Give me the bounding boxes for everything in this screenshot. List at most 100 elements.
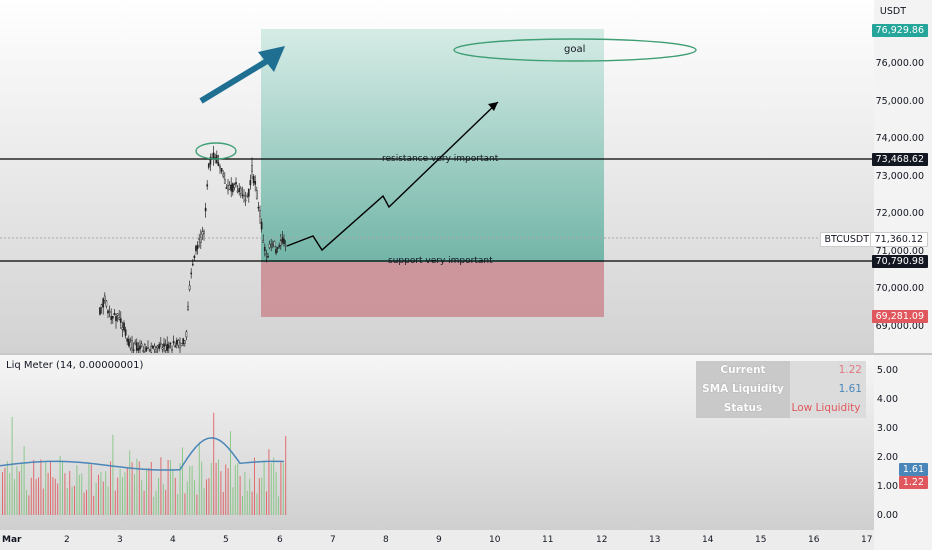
liq-bar [88, 464, 90, 515]
liq-bar [158, 478, 159, 515]
currency-label[interactable]: USDT [879, 6, 906, 17]
liq-bar [172, 468, 174, 515]
table-row: Status Low Liquidity [696, 399, 866, 418]
liq-bar [246, 490, 248, 515]
liq-bar [170, 460, 171, 515]
liq-bar [234, 464, 236, 515]
candle-body [199, 236, 202, 243]
candle-body [241, 194, 244, 196]
liq-bar [100, 471, 102, 515]
candle-body [209, 157, 212, 165]
liq-bar [119, 468, 121, 515]
liq-bar [194, 479, 195, 515]
liq-bar [184, 493, 186, 515]
candle-body [207, 163, 210, 168]
liq-bar [110, 461, 111, 515]
candle-body [262, 240, 265, 243]
date-axis-label: 11 [542, 535, 554, 545]
liq-bar [42, 488, 44, 515]
candle-body [201, 231, 204, 235]
candle-body [119, 318, 122, 323]
candle-body [132, 349, 135, 351]
candle-body [111, 315, 114, 319]
candle-body [204, 207, 207, 212]
candle-body [198, 238, 201, 240]
candle-body [155, 347, 157, 353]
liq-bar [114, 490, 116, 515]
liq-bar [239, 475, 241, 515]
time-axis [0, 530, 874, 550]
status-value: Low Liquidity [790, 399, 866, 418]
symbol-tag[interactable]: BTCUSDT [819, 232, 874, 247]
liq-bar [165, 489, 167, 515]
liq-bar [54, 478, 56, 515]
candle-body [115, 316, 117, 322]
liq-bar [6, 461, 8, 515]
projection-arrowhead [488, 102, 498, 111]
goal-ellipse[interactable] [453, 38, 697, 62]
candle-body [126, 338, 129, 342]
liq-bar [2, 472, 3, 515]
candle-body [249, 180, 252, 186]
candle-body [206, 184, 209, 187]
liq-bar [71, 486, 73, 515]
candle-body [252, 176, 255, 184]
candle-body [187, 306, 189, 310]
liq-bar [146, 468, 147, 515]
price-axis-label: 76,000.00 [875, 58, 924, 69]
candle-body [175, 339, 178, 345]
candle-body [129, 341, 132, 349]
top-ellipse[interactable] [195, 142, 237, 160]
candle-body [151, 345, 154, 349]
liq-bar [86, 489, 87, 515]
candle-body [167, 344, 170, 349]
candle-body [121, 327, 124, 330]
goal-label: goal [564, 44, 586, 55]
candle-body [270, 244, 273, 247]
candle-body [185, 331, 188, 338]
candle-body [246, 195, 249, 197]
projection-path[interactable] [286, 101, 499, 252]
candle-body [139, 345, 141, 350]
trend-arrow[interactable] [199, 55, 274, 104]
liq-bar [102, 481, 104, 515]
candle-body [134, 341, 137, 345]
liq-bar [258, 478, 260, 515]
candle-body [238, 188, 241, 192]
liq-bar [162, 483, 164, 515]
liq-bar [30, 477, 32, 515]
price-axis-label: 73,000.00 [875, 170, 924, 182]
liq-bar [23, 446, 25, 515]
candle-body [259, 210, 261, 217]
liq-bar [179, 463, 181, 515]
liq-bar [177, 494, 179, 515]
liq-bar [69, 471, 71, 515]
candle-body [231, 183, 234, 193]
candle-body [103, 295, 106, 301]
loss-zone[interactable] [261, 262, 604, 317]
candle-body [140, 343, 143, 347]
liq-bar [174, 477, 176, 515]
liq-bar [28, 495, 30, 515]
candle-body [143, 344, 146, 352]
liq-bar [254, 457, 255, 515]
candle-body [278, 245, 281, 247]
sma-liquidity-key: SMA Liquidity [696, 380, 790, 399]
liq-bar [237, 463, 239, 515]
liq-bar [57, 483, 59, 515]
indicator-axis-label: 1.00 [876, 481, 898, 492]
table-row: Current Liquidity 1.22 [696, 361, 866, 395]
liq-bar [222, 491, 224, 515]
indicator-axis-label: 2.00 [876, 452, 898, 463]
liq-bar [249, 478, 251, 515]
indicator-axis-label: 5.00 [876, 365, 898, 376]
candle-body [153, 345, 156, 350]
liq-bar [167, 459, 169, 515]
liq-bar [150, 462, 152, 515]
liq-bar [35, 479, 37, 515]
profit-zone[interactable] [261, 29, 604, 262]
candlestick-series [99, 145, 287, 353]
indicator-title[interactable]: Liq Meter (14, 0.00000001) [6, 360, 144, 371]
